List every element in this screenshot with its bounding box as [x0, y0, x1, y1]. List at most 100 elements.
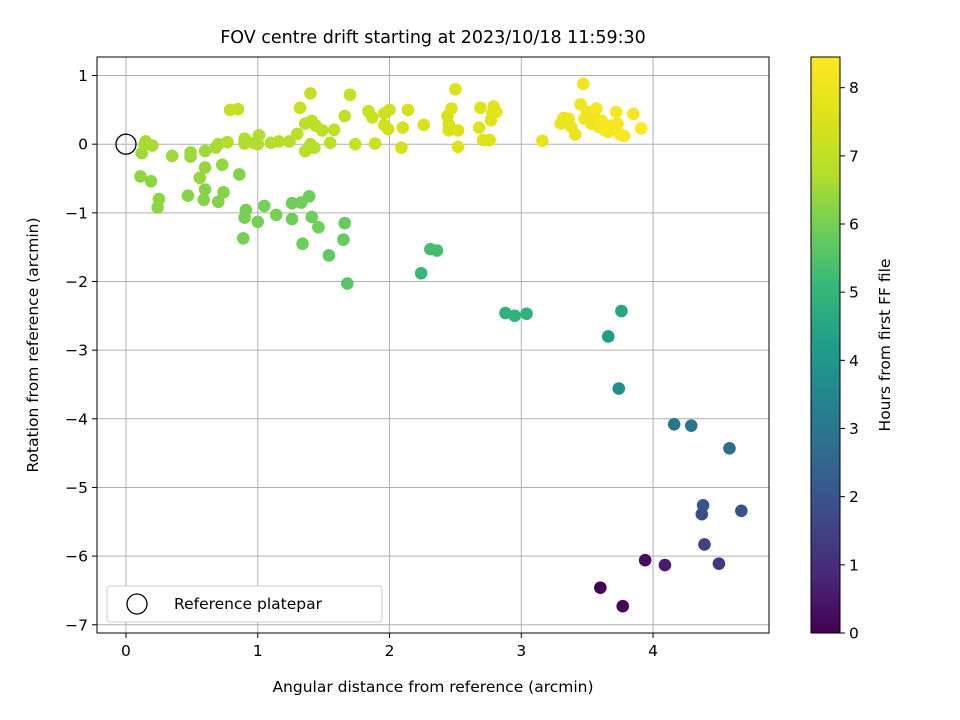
data-point [430, 244, 444, 257]
colorbar: 0 1 2 3 4 5 6 7 8 Hours from first FF file [810, 56, 894, 643]
data-point [611, 117, 624, 130]
data-point [616, 599, 630, 613]
data-point [658, 558, 672, 572]
data-point [258, 199, 271, 213]
data-point [617, 129, 631, 143]
colorbar-gradient [810, 56, 841, 634]
y-tick-label: −1 [65, 204, 88, 222]
data-point [134, 170, 147, 183]
data-point [165, 149, 179, 163]
data-point [634, 122, 648, 135]
data-point [442, 124, 456, 137]
legend-box [106, 585, 383, 623]
data-point [198, 144, 212, 158]
data-point [368, 137, 382, 150]
x-tick-label: 4 [648, 642, 658, 660]
data-point [696, 499, 710, 512]
data-point [184, 146, 197, 159]
colorbar-tick-label: 4 [849, 352, 859, 370]
plot-frame [96, 56, 770, 634]
data-point [569, 128, 582, 141]
data-point [445, 102, 458, 115]
colorbar-tick-label: 5 [849, 284, 859, 302]
chart-title: FOV centre drift starting at 2023/10/18 … [220, 28, 646, 48]
data-point [615, 304, 628, 318]
y-axis-label: Rotation from reference (arcmin) [24, 217, 42, 472]
data-point [290, 127, 304, 141]
reference-marker-group [115, 133, 137, 155]
y-tick-label: −4 [65, 410, 88, 428]
data-point [269, 208, 283, 222]
y-axis-ticks: 1 0 −1 −2 −3 −4 −5 −6 −7 [65, 67, 97, 634]
data-point [238, 211, 251, 224]
data-point [414, 266, 428, 280]
data-point [293, 101, 307, 115]
x-axis-label: Angular distance from reference (arcmin) [272, 678, 593, 696]
data-point [152, 192, 166, 206]
data-point [536, 134, 549, 148]
data-point [341, 277, 354, 290]
data-point [684, 419, 698, 432]
data-point [609, 105, 623, 119]
data-point [193, 171, 207, 185]
data-point [449, 82, 462, 96]
data-point [181, 189, 195, 202]
data-point [417, 118, 431, 132]
data-point [451, 124, 465, 137]
data-point [144, 174, 158, 188]
data-point [231, 102, 245, 116]
data-point [366, 111, 379, 124]
y-tick-label: −3 [65, 342, 88, 360]
data-point [590, 102, 603, 115]
data-point [483, 133, 496, 147]
colorbar-tick-label: 2 [849, 488, 859, 506]
data-point [381, 122, 395, 136]
data-point [296, 237, 309, 251]
data-point [401, 103, 415, 117]
data-point [576, 77, 590, 91]
data-point [451, 140, 465, 154]
data-point [343, 88, 357, 102]
data-point [211, 195, 225, 209]
data-point [304, 87, 317, 100]
data-point [251, 137, 265, 151]
colorbar-tick-label: 3 [849, 420, 859, 438]
data-point [217, 185, 230, 199]
y-tick-label: −5 [65, 479, 88, 497]
data-point [520, 307, 533, 321]
data-point [327, 123, 341, 137]
data-point [667, 417, 681, 431]
data-point [238, 137, 251, 150]
data-point [348, 137, 362, 151]
data-point [146, 139, 159, 152]
x-tick-label: 2 [385, 642, 395, 660]
data-point [626, 107, 640, 121]
colorbar-tick-label: 7 [849, 147, 859, 165]
legend-reference-marker [126, 593, 148, 615]
data-point [723, 442, 736, 455]
data-point [272, 135, 286, 148]
x-tick-label: 0 [121, 642, 131, 660]
colorbar-tick-label: 8 [849, 79, 859, 97]
data-point [283, 135, 296, 148]
data-point [338, 109, 352, 123]
reference-point-marker [115, 133, 137, 155]
data-point [294, 196, 308, 209]
data-point [383, 103, 396, 117]
data-point [312, 220, 325, 234]
data-point [337, 233, 350, 246]
colorbar-tick-label: 6 [849, 216, 859, 234]
legend-label: Reference platepar [174, 595, 323, 613]
legend: Reference platepar [106, 585, 383, 623]
data-points [134, 77, 748, 613]
data-point [638, 553, 652, 567]
y-tick-label: −2 [65, 273, 88, 291]
data-point [233, 168, 246, 181]
data-point [251, 215, 265, 229]
y-tick-label: 0 [78, 136, 88, 154]
data-point [198, 161, 212, 174]
data-point [322, 249, 336, 262]
data-point [221, 135, 234, 149]
data-point [698, 538, 711, 551]
